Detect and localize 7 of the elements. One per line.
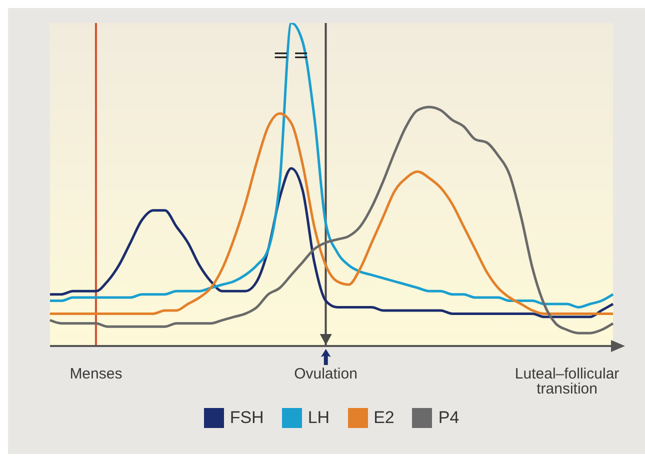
legend-label: P4	[438, 408, 460, 428]
legend-label: E2	[374, 408, 394, 428]
legend-label: LH	[308, 408, 330, 428]
x-tick-label: Luteal–follicular transition	[514, 366, 620, 398]
legend-label: FSH	[230, 408, 264, 428]
x-tick-label: Ovulation	[294, 366, 358, 383]
x-tick-label: Menses	[70, 366, 122, 383]
